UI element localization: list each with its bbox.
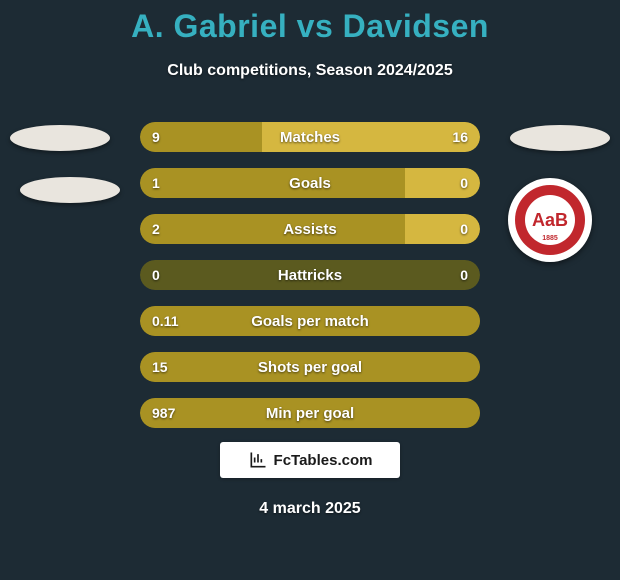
stat-row: 0.11Goals per match [140,306,480,336]
left-player-logo-1 [10,116,110,160]
stat-row: 15Shots per goal [140,352,480,382]
stat-right-fill [262,122,480,152]
stat-left-fill [140,398,480,428]
stat-left-fill [140,352,480,382]
stat-row: 00Hattricks [140,260,480,290]
stat-row: 916Matches [140,122,480,152]
stat-right-fill [405,214,480,244]
right-player-logo-1 [510,116,610,160]
comparison-bars: 916Matches 10Goals 20Assists 00Hattricks 0.1… [140,122,480,444]
badge-ring: AaB [515,185,585,255]
ellipse-placeholder-icon [20,177,120,203]
badge-year: 1885 [542,235,558,242]
stat-row: 20Assists [140,214,480,244]
page-title: A. Gabriel vs Davidsen [0,8,620,45]
stat-right-fill [405,168,480,198]
ellipse-placeholder-icon [10,125,110,151]
stat-left-fill [140,122,262,152]
date-text: 4 march 2025 [0,500,620,518]
stat-row: 987Min per goal [140,398,480,428]
watermark: FcTables.com [220,442,400,478]
chart-icon [248,450,268,470]
subtitle: Club competitions, Season 2024/2025 [0,62,620,80]
stat-left-fill [140,306,480,336]
left-player-logo-2 [20,168,120,212]
stat-row: 10Goals [140,168,480,198]
right-player-club-badge: AaB 1885 [508,178,592,262]
ellipse-placeholder-icon [510,125,610,151]
stat-track [140,260,480,290]
stat-left-fill [140,214,405,244]
stat-left-fill [140,168,405,198]
watermark-text: FcTables.com [274,452,373,469]
